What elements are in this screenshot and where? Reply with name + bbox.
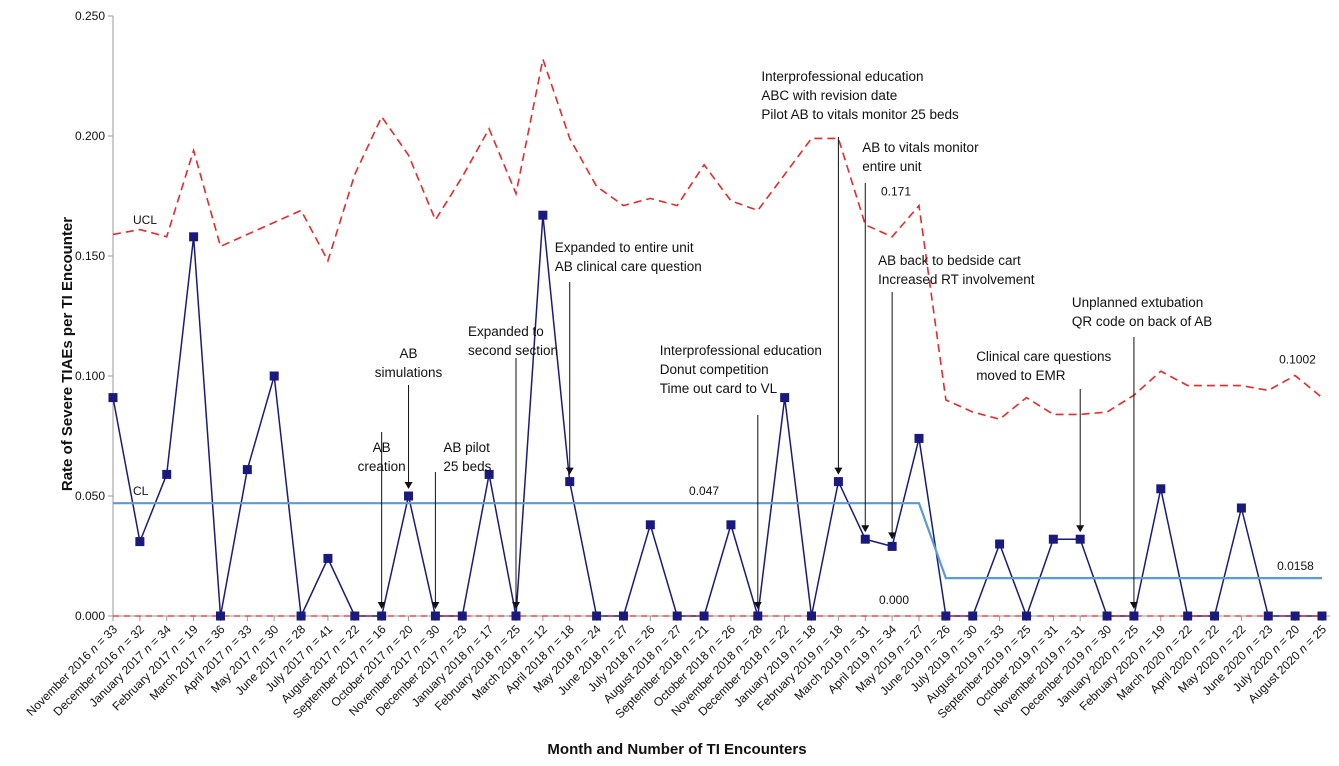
annotation-text: Expanded to second section xyxy=(468,324,558,358)
annotation-arrowhead xyxy=(1076,525,1085,533)
data-point xyxy=(215,611,225,621)
annotation-text: AB to vitals monitor entire unit xyxy=(862,140,979,174)
series-label: UCL xyxy=(133,213,157,227)
data-point xyxy=(377,611,387,621)
annotation-text: AB back to bedside cart Increased RT invo… xyxy=(878,253,1035,287)
annotation-arrowhead xyxy=(565,467,574,475)
data-point xyxy=(807,611,817,621)
value-label: 0.047 xyxy=(689,484,719,498)
annotation-arrowhead xyxy=(861,525,870,533)
annotation-arrowhead xyxy=(431,602,440,609)
data-point xyxy=(1263,611,1273,621)
data-point xyxy=(404,491,414,501)
data-point xyxy=(565,477,575,487)
annotation-arrowhead xyxy=(753,602,762,609)
y-tick-label: 0.100 xyxy=(75,369,105,383)
data-point xyxy=(780,393,790,403)
value-label: 0.0158 xyxy=(1277,559,1314,573)
data-point xyxy=(699,611,709,621)
data-point xyxy=(1183,611,1193,621)
annotation-arrowhead xyxy=(377,602,386,609)
annotation-text: Interprofessional education Donut competi… xyxy=(660,343,822,396)
data-point xyxy=(1317,611,1327,621)
data-point xyxy=(968,611,978,621)
y-tick-label: 0.000 xyxy=(75,609,105,623)
x-axis-title: Month and Number of TI Encounters xyxy=(547,741,806,758)
data-point xyxy=(672,611,682,621)
data-point xyxy=(726,520,736,530)
series-line-rate xyxy=(112,215,1322,619)
data-point xyxy=(511,611,521,621)
value-label: 0.1002 xyxy=(1279,353,1316,367)
value-label: 0.000 xyxy=(879,593,909,607)
data-point xyxy=(1048,534,1058,544)
data-point xyxy=(1129,611,1139,621)
data-point xyxy=(269,371,279,381)
data-point xyxy=(162,469,172,479)
data-point xyxy=(1290,611,1300,621)
data-point xyxy=(1102,611,1112,621)
y-axis-title: Rate of Severe TIAEs per TI Encounter xyxy=(59,217,76,491)
data-point xyxy=(538,210,548,220)
data-point xyxy=(1210,611,1220,621)
data-point xyxy=(833,477,843,487)
annotation-arrowhead xyxy=(404,482,413,489)
annotation-text: Interprofessional education ABC with revi… xyxy=(761,69,959,122)
annotation-text: Expanded to entire unit AB clinical care … xyxy=(555,240,702,274)
data-point xyxy=(1236,503,1246,513)
annotation-arrowhead xyxy=(888,532,897,540)
series-line-ucl xyxy=(112,56,1323,421)
data-point xyxy=(135,537,145,547)
data-point xyxy=(887,541,897,551)
data-point xyxy=(941,611,951,621)
data-point xyxy=(457,611,467,621)
data-point xyxy=(189,232,199,242)
annotation-text: Clinical care questions moved to EMR xyxy=(976,349,1111,383)
data-point xyxy=(914,433,924,443)
annotation-text: AB pilot 25 beds xyxy=(443,440,491,474)
annotation-text: Unplanned extubation QR code on back of A… xyxy=(1072,295,1212,329)
y-tick-label: 0.200 xyxy=(75,129,105,143)
data-point xyxy=(296,611,306,621)
data-point xyxy=(430,611,440,621)
y-tick-label: 0.050 xyxy=(75,489,105,503)
data-point xyxy=(618,611,628,621)
data-point xyxy=(645,520,655,530)
annotation-text: AB simulations xyxy=(375,346,443,380)
data-point xyxy=(1021,611,1031,621)
data-point xyxy=(242,465,252,475)
data-point xyxy=(1075,534,1085,544)
annotation-arrowhead xyxy=(512,602,520,609)
annotation-arrowhead xyxy=(834,467,843,475)
series-line-cl xyxy=(113,502,1322,580)
data-point xyxy=(323,553,333,563)
data-point xyxy=(1156,484,1166,494)
value-label: 0.171 xyxy=(881,185,911,199)
data-point xyxy=(484,469,494,479)
data-point xyxy=(753,611,763,621)
series-label: CL xyxy=(133,484,149,498)
data-point xyxy=(995,539,1005,549)
data-point xyxy=(860,534,870,544)
y-tick-label: 0.250 xyxy=(75,9,105,23)
annotation-arrowhead xyxy=(1129,602,1138,609)
y-tick-label: 0.150 xyxy=(75,249,105,263)
data-point xyxy=(350,611,360,621)
data-point xyxy=(592,611,602,621)
data-point xyxy=(108,393,118,403)
